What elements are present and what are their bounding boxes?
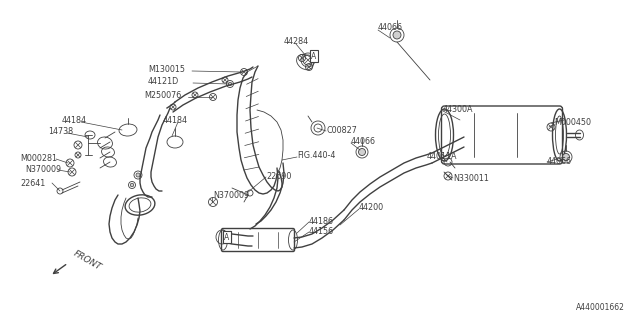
Text: N330011: N330011 — [453, 173, 489, 182]
Text: 44011A: 44011A — [427, 151, 458, 161]
Text: 44186: 44186 — [309, 217, 334, 226]
Circle shape — [358, 148, 365, 156]
Text: 44284: 44284 — [284, 36, 309, 45]
Circle shape — [136, 173, 140, 177]
Text: N370009: N370009 — [213, 191, 249, 201]
Text: A440001662: A440001662 — [576, 303, 625, 312]
Text: 44066: 44066 — [547, 156, 572, 165]
Text: A: A — [225, 233, 230, 242]
Text: FIG.440-4: FIG.440-4 — [297, 150, 335, 159]
Text: A: A — [225, 233, 230, 242]
FancyBboxPatch shape — [442, 106, 563, 164]
Text: C00827: C00827 — [326, 125, 357, 134]
Circle shape — [131, 183, 134, 187]
Text: 22641: 22641 — [20, 179, 45, 188]
Text: FRONT: FRONT — [72, 249, 103, 273]
Text: 44300A: 44300A — [443, 105, 474, 114]
Text: 44184: 44184 — [163, 116, 188, 124]
Text: 22690: 22690 — [266, 172, 291, 180]
Text: 44121D: 44121D — [148, 76, 179, 85]
FancyBboxPatch shape — [221, 228, 294, 252]
Text: A: A — [312, 52, 317, 60]
Text: M130015: M130015 — [148, 65, 185, 74]
Text: 44184: 44184 — [62, 116, 87, 124]
Text: 44066: 44066 — [378, 22, 403, 31]
Circle shape — [393, 31, 401, 39]
Text: 44066: 44066 — [351, 137, 376, 146]
Circle shape — [563, 154, 570, 161]
Text: M000281: M000281 — [20, 154, 57, 163]
Text: M250076: M250076 — [144, 91, 181, 100]
Circle shape — [228, 82, 232, 86]
Text: 44200: 44200 — [359, 204, 384, 212]
Text: N370009: N370009 — [25, 164, 61, 173]
Text: 14738: 14738 — [48, 126, 73, 135]
Text: 44156: 44156 — [309, 227, 334, 236]
Text: M000450: M000450 — [554, 117, 591, 126]
